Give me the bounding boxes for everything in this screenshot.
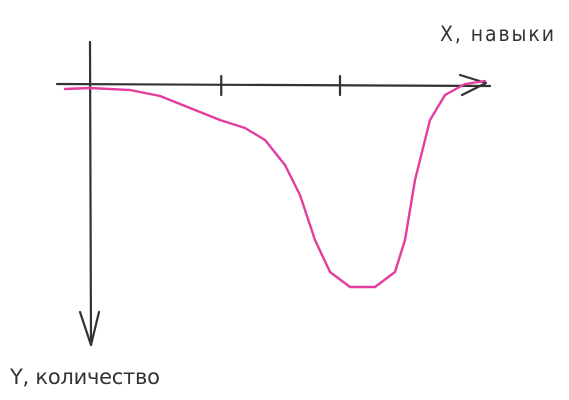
y-axis-arrow — [78, 310, 101, 347]
x-axis — [55, 82, 492, 88]
y-axis — [88, 40, 93, 347]
x-axis-arrow — [458, 73, 488, 97]
y-axis-label: Y, количество — [9, 365, 160, 389]
curve — [63, 79, 487, 289]
x-axis-label: X, навыки — [440, 22, 554, 46]
